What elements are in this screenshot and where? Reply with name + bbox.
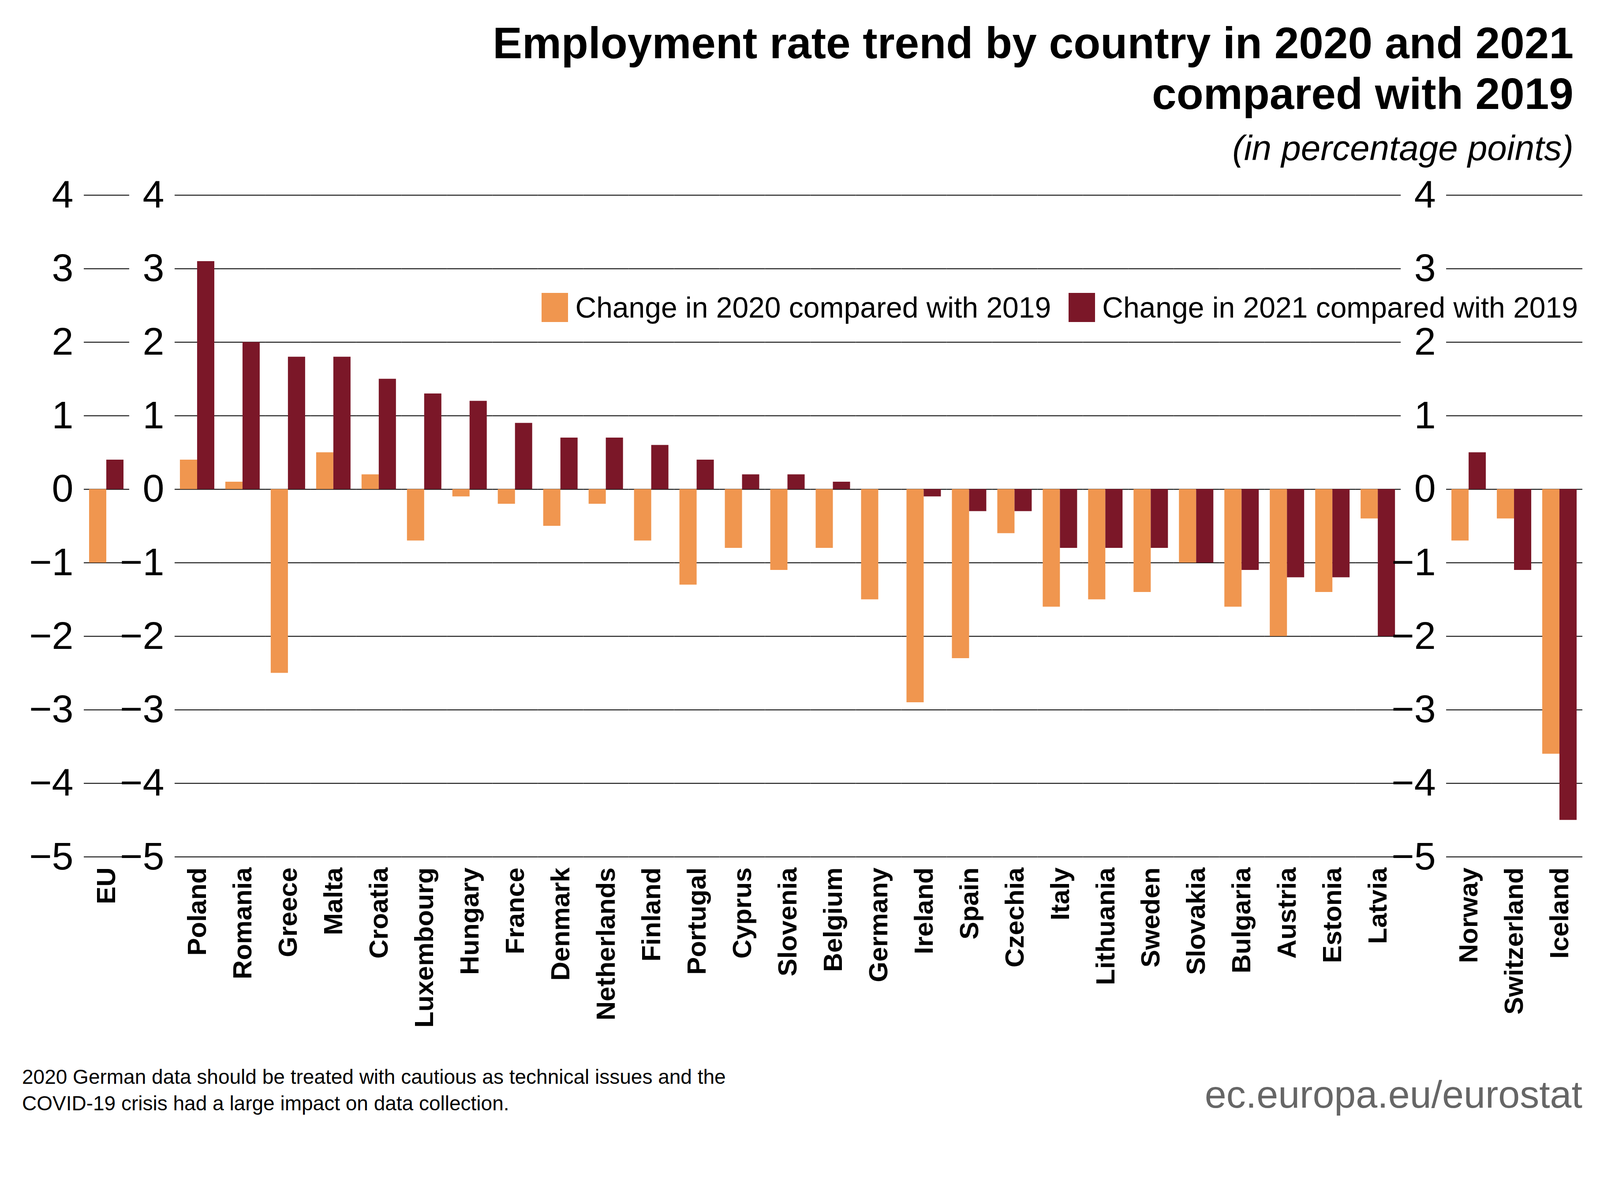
svg-text:−3: −3: [119, 686, 165, 731]
html-text:ec.europa.eu/eurostat: ec.europa.eu/eurostat: [1204, 1071, 1583, 1116]
svg-text:−2: −2: [29, 613, 74, 658]
svg-text:0: 0: [142, 466, 165, 510]
html-text:(in percentage points): (in percentage points): [1232, 128, 1574, 168]
svg-text:1: 1: [1414, 392, 1436, 437]
svg-text:Greece: Greece: [272, 867, 303, 958]
svg-text:−2: −2: [119, 613, 165, 658]
svg-text:Denmark: Denmark: [545, 867, 576, 981]
html-text:Change in 2020 compared with 2: Change in 2020 compared with 2019: [575, 291, 1052, 324]
svg-text:2: 2: [52, 319, 74, 363]
svg-text:2: 2: [1414, 319, 1436, 363]
svg-text:−4: −4: [29, 760, 74, 804]
svg-text:Cyprus: Cyprus: [727, 867, 757, 959]
svg-text:−3: −3: [29, 686, 74, 731]
html-text:Change in 2021 compared with 2: Change in 2021 compared with 2019: [1102, 291, 1578, 324]
svg-text:−5: −5: [119, 833, 165, 878]
svg-text:Germany: Germany: [863, 867, 894, 983]
svg-text:Poland: Poland: [182, 867, 212, 956]
svg-text:Croatia: Croatia: [363, 867, 394, 959]
svg-text:2: 2: [142, 319, 165, 363]
svg-text:Latvia: Latvia: [1362, 867, 1393, 944]
svg-text:−4: −4: [1391, 760, 1436, 804]
html-text:2020 German data should be tre: 2020 German data should be treated with …: [22, 1065, 726, 1115]
svg-text:3: 3: [142, 245, 165, 290]
svg-text:Portugal: Portugal: [681, 867, 712, 975]
svg-text:Bulgaria: Bulgaria: [1226, 867, 1257, 974]
svg-text:3: 3: [52, 245, 74, 290]
svg-text:1: 1: [52, 392, 74, 437]
svg-text:0: 0: [1414, 466, 1436, 510]
svg-text:Lithuania: Lithuania: [1090, 867, 1121, 985]
svg-text:4: 4: [142, 172, 165, 217]
html-text:Employment rate trend by count: Employment rate trend by country in 2020…: [492, 18, 1574, 119]
svg-text:Netherlands: Netherlands: [590, 867, 621, 1021]
svg-text:−1: −1: [119, 539, 165, 584]
svg-text:Slovakia: Slovakia: [1181, 867, 1211, 975]
svg-text:Finland: Finland: [636, 867, 666, 962]
svg-text:4: 4: [52, 172, 74, 217]
svg-text:Romania: Romania: [227, 867, 258, 980]
svg-text:−3: −3: [1391, 686, 1436, 731]
svg-text:Iceland: Iceland: [1544, 867, 1574, 959]
svg-text:Norway: Norway: [1453, 867, 1484, 963]
svg-text:Italy: Italy: [1045, 867, 1075, 921]
svg-text:Estonia: Estonia: [1317, 867, 1347, 963]
svg-text:4: 4: [1414, 172, 1436, 217]
svg-text:−5: −5: [1391, 833, 1436, 878]
svg-text:France: France: [500, 867, 530, 955]
svg-text:Czechia: Czechia: [999, 867, 1030, 968]
svg-text:Spain: Spain: [954, 867, 984, 940]
svg-text:−1: −1: [1391, 539, 1436, 584]
svg-text:Switzerland: Switzerland: [1499, 867, 1529, 1015]
svg-text:Sweden: Sweden: [1135, 867, 1166, 968]
svg-text:Ireland: Ireland: [908, 867, 939, 955]
svg-text:Slovenia: Slovenia: [772, 867, 803, 976]
svg-text:−1: −1: [29, 539, 74, 584]
svg-text:−4: −4: [119, 760, 165, 804]
svg-text:Belgium: Belgium: [818, 867, 848, 972]
svg-text:Malta: Malta: [318, 867, 348, 935]
svg-text:−5: −5: [29, 833, 74, 878]
svg-text:EU: EU: [91, 867, 121, 905]
svg-text:Austria: Austria: [1271, 867, 1302, 959]
svg-text:3: 3: [1414, 245, 1436, 290]
svg-text:1: 1: [142, 392, 165, 437]
svg-text:−2: −2: [1391, 613, 1436, 658]
svg-text:Luxembourg: Luxembourg: [409, 867, 439, 1028]
svg-text:0: 0: [52, 466, 74, 510]
svg-text:Hungary: Hungary: [454, 867, 485, 975]
